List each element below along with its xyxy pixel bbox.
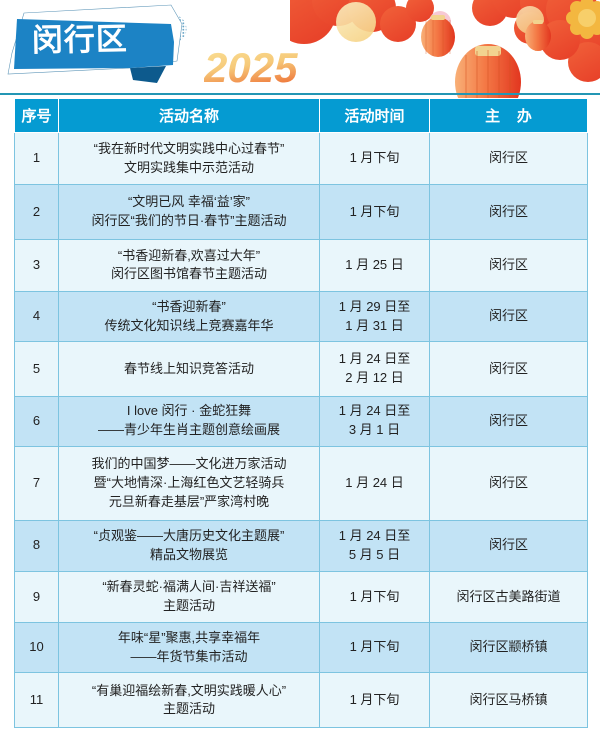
svg-text:2025: 2025: [204, 45, 298, 91]
svg-text:闵行区: 闵行区: [32, 21, 129, 58]
